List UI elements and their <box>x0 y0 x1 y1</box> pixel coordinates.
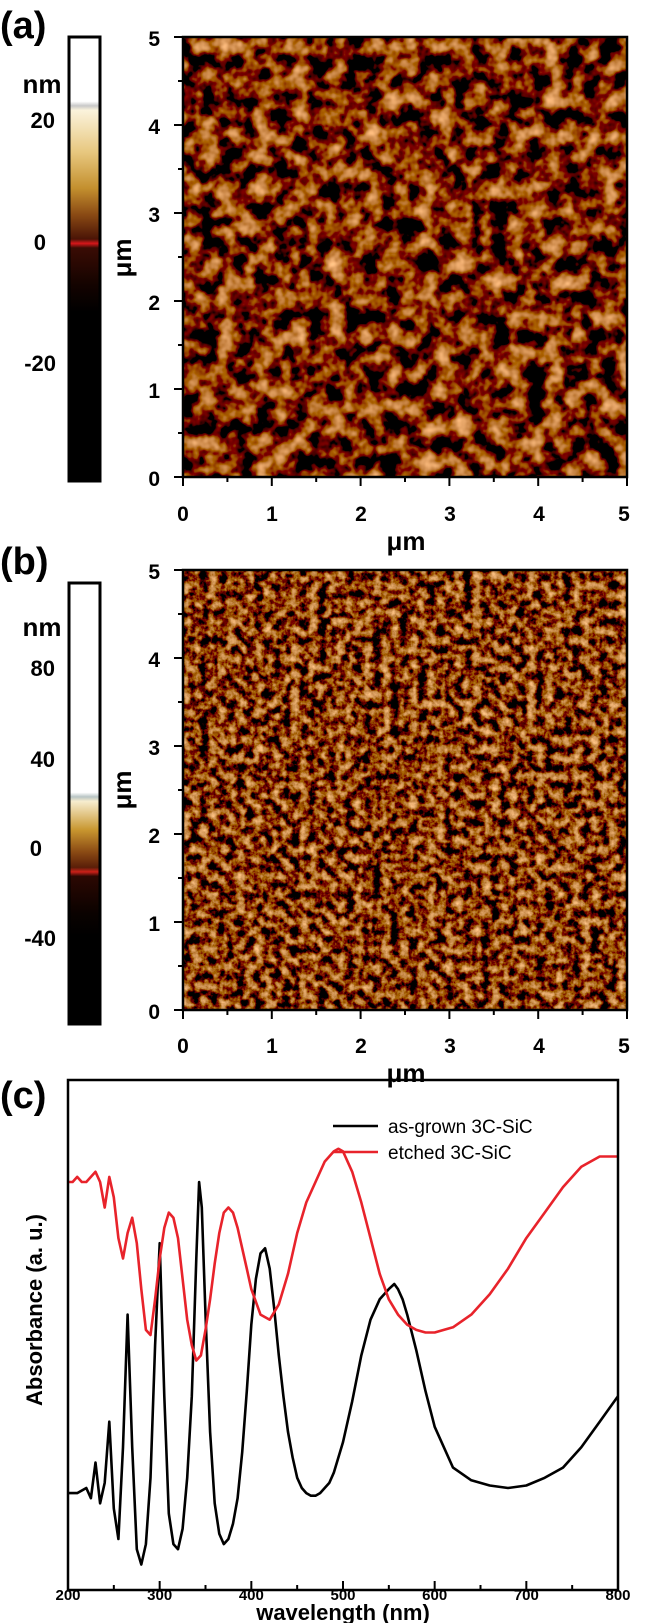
x-tick-label-b: 1 <box>266 1035 278 1058</box>
legend-label-etched: etched 3C-SiC <box>388 1143 512 1164</box>
x-tick-label-a: 3 <box>444 503 456 526</box>
afm-image-a <box>183 37 627 477</box>
series-line-etched <box>68 1147 618 1362</box>
afm-map-a: 0 1 2 3 4 5 0 1 2 3 4 5 μm μm <box>107 28 630 556</box>
y-tick-label-b: 4 <box>148 649 160 672</box>
colorbar-a-fill <box>69 37 100 481</box>
x-tick-label-a: 5 <box>618 503 630 526</box>
absorbance-chart: 200 300 400 500 600 700 800 wavelength (nm) Ab… <box>22 1078 631 1623</box>
x-tick-label-c: 700 <box>514 1587 539 1604</box>
panel-label-a: (a) <box>0 5 46 47</box>
x-tick-label-c: 500 <box>330 1587 355 1604</box>
y-tick-label-a: 2 <box>148 292 160 315</box>
colorbar-b-tick: 40 <box>31 747 55 772</box>
x-tick-label-c: 600 <box>422 1587 447 1604</box>
y-axis-label-c: Absorbance (a. u.) <box>22 1214 47 1406</box>
colorbar-b-tick: 0 <box>30 836 42 861</box>
x-tick-label-b: 2 <box>355 1035 367 1058</box>
x-tick-label-c: 200 <box>55 1587 80 1604</box>
axis-ticks-b <box>174 569 628 1019</box>
axis-ticks-a <box>174 36 628 486</box>
x-tick-label-c: 800 <box>605 1587 630 1604</box>
colorbar-b-tick: -40 <box>24 926 56 951</box>
colorbar-a-tick: 0 <box>34 230 46 255</box>
panel-label-c: (c) <box>0 1075 46 1117</box>
y-tick-label-a: 3 <box>148 204 160 227</box>
x-axis-label-a: μm <box>386 526 425 556</box>
x-tick-label-a: 1 <box>266 503 278 526</box>
afm-image-b <box>183 570 627 1010</box>
x-tick-label-a: 0 <box>177 503 189 526</box>
colorbar-a-tick: -20 <box>24 351 56 376</box>
y-tick-label-a: 1 <box>148 380 160 403</box>
x-axis-label-b: μm <box>386 1058 425 1088</box>
y-tick-label-b: 0 <box>148 1001 160 1024</box>
y-axis-label-b: μm <box>107 770 137 809</box>
legend: as-grown 3C-SiC etched 3C-SiC <box>333 1117 533 1164</box>
y-tick-label-a: 4 <box>148 116 160 139</box>
legend-label-as-grown: as-grown 3C-SiC <box>388 1117 533 1138</box>
y-tick-label-b: 5 <box>148 561 160 584</box>
x-tick-label-c: 300 <box>147 1587 172 1604</box>
x-tick-label-a: 4 <box>533 503 545 526</box>
y-tick-label-b: 2 <box>148 825 160 848</box>
y-axis-label-a: μm <box>107 238 137 277</box>
x-tick-label-b: 3 <box>444 1035 456 1058</box>
x-tick-label-b: 5 <box>618 1035 630 1058</box>
x-tick-label-b: 4 <box>533 1035 545 1058</box>
colorbar-b-tick: 80 <box>31 656 55 681</box>
colorbar-a-tick: 20 <box>31 108 55 133</box>
colorbar-b: nm 80 40 0 -40 <box>23 581 102 1026</box>
panel-label-b: (b) <box>0 541 49 583</box>
y-tick-label-a: 5 <box>148 28 160 51</box>
colorbar-a-unit: nm <box>23 69 62 99</box>
colorbar-a: nm 20 0 -20 <box>23 35 102 483</box>
x-tick-label-a: 2 <box>355 503 367 526</box>
colorbar-a-frame <box>67 35 102 483</box>
x-tick-label-b: 0 <box>177 1035 189 1058</box>
colorbar-b-fill <box>69 583 100 1024</box>
series-line-as-grown <box>68 1180 618 1566</box>
y-tick-label-b: 1 <box>148 913 160 936</box>
afm-map-b: 0 1 2 3 4 5 0 1 2 3 4 5 μm μm <box>107 561 630 1088</box>
colorbar-b-unit: nm <box>23 612 62 642</box>
colorbar-b-frame <box>67 581 102 1026</box>
y-tick-label-a: 0 <box>148 468 160 491</box>
x-axis-label-c: wavelength (nm) <box>255 1600 430 1623</box>
x-tick-labels-c: 200 300 400 500 600 700 800 <box>55 1587 630 1604</box>
plot-frame-c <box>66 1078 620 1592</box>
y-tick-label-b: 3 <box>148 737 160 760</box>
x-tick-label-c: 400 <box>239 1587 264 1604</box>
